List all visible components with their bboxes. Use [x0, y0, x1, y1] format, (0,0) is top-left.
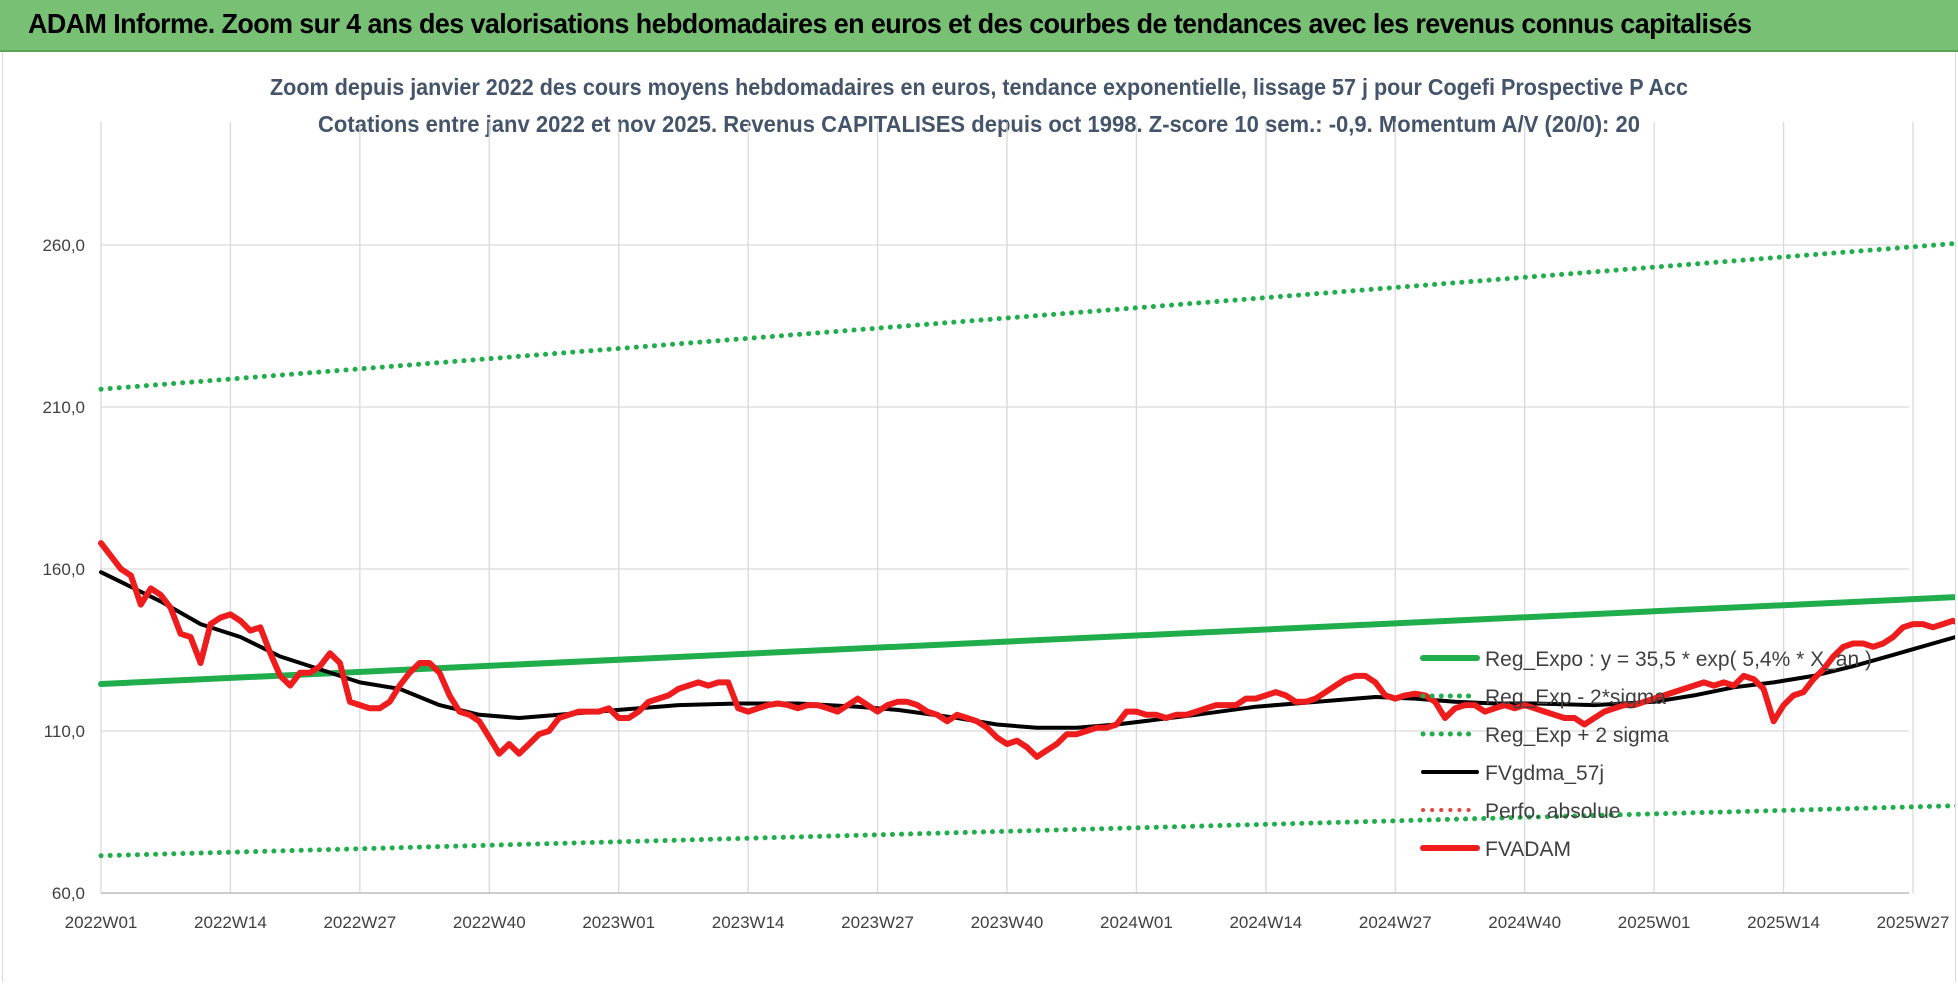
x-tick-label: 2023W01 [582, 913, 655, 932]
x-tick-label: 2024W40 [1488, 913, 1561, 932]
series-line-0 [98, 594, 1955, 687]
x-tick-label: 2025W27 [1877, 913, 1950, 932]
series-line-1 [98, 803, 1955, 859]
y-tick-label: 160,0 [42, 560, 85, 579]
legend-label-0: Reg_Expo : y = 35,5 * exp( 5,4% * X_an ) [1485, 648, 1872, 671]
y-tick-label: 60,0 [52, 884, 85, 903]
axes: 60,0 110,0 160,0 210,0 260,0 2022W01 2022W14 20… [42, 236, 1950, 932]
x-tick-label: 2024W27 [1359, 913, 1432, 932]
report-banner: ADAM Informe. Zoom sur 4 ans des valoris… [0, 0, 1958, 52]
y-tick-label: 210,0 [42, 398, 85, 417]
series-lines [98, 240, 1955, 859]
banner-title: ADAM Informe. Zoom sur 4 ans des valoris… [28, 8, 1752, 39]
legend-label-3: FVgdma_57j [1485, 762, 1604, 785]
legend-label-5: FVADAM [1485, 838, 1571, 861]
x-tick-label: 2025W01 [1618, 913, 1691, 932]
chart-subtitle: Cotations entre janv 2022 et nov 2025. R… [318, 111, 1640, 137]
legend-label-2: Reg_Exp + 2 sigma [1485, 724, 1669, 747]
x-tick-label: 2024W01 [1100, 913, 1173, 932]
line-chart: Zoom depuis janvier 2022 des cours moyen… [42, 74, 1955, 932]
chart-title: Zoom depuis janvier 2022 des cours moyen… [270, 74, 1688, 100]
gridlines [100, 122, 1914, 894]
x-tick-label: 2023W40 [971, 913, 1044, 932]
x-tick-label: 2022W40 [453, 913, 526, 932]
series-line-5 [98, 540, 1955, 760]
x-tick-label: 2024W14 [1229, 913, 1302, 932]
chart-frame: Zoom depuis janvier 2022 des cours moyen… [2, 52, 1956, 982]
x-tick-label: 2023W27 [841, 913, 914, 932]
x-tick-label: 2022W27 [323, 913, 396, 932]
x-tick-label: 2023W14 [712, 913, 785, 932]
x-tick-label: 2022W14 [194, 913, 267, 932]
x-tick-label: 2025W14 [1747, 913, 1820, 932]
series-line-2 [98, 240, 1955, 392]
legend-label-4: Perfo. absolue [1485, 800, 1620, 823]
y-tick-label: 110,0 [44, 722, 85, 741]
x-tick-label: 2022W01 [65, 913, 138, 932]
y-tick-label: 260,0 [42, 236, 85, 255]
legend-label-1: Reg_Exp - 2*sigma [1485, 686, 1666, 709]
legend: Reg_Expo : y = 35,5 * exp( 5,4% * X_an )… [1420, 648, 1872, 861]
